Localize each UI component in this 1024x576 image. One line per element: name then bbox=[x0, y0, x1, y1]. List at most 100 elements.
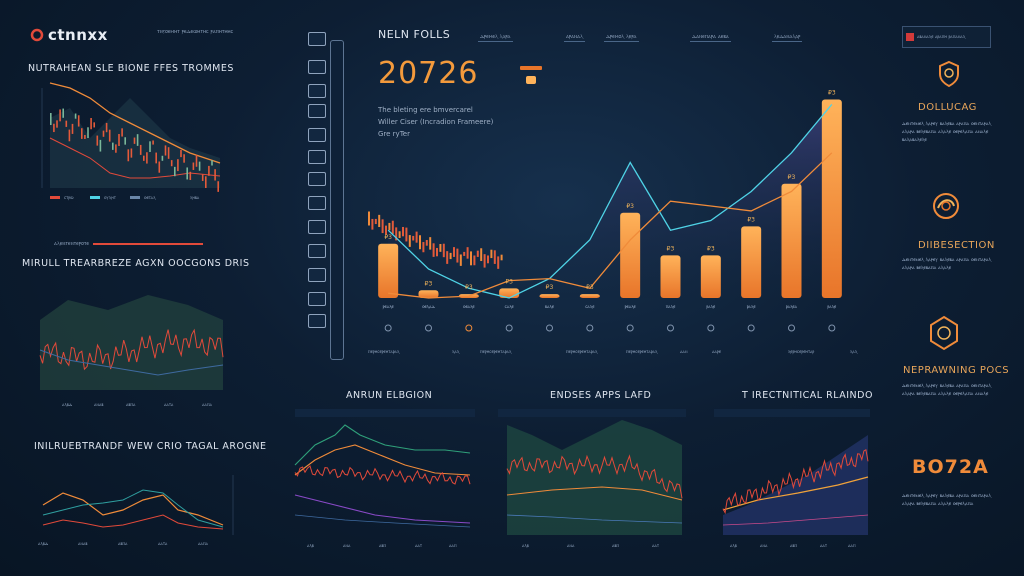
candle bbox=[419, 235, 421, 249]
candle bbox=[217, 181, 219, 192]
tool-button-6[interactable] bbox=[308, 150, 326, 164]
main-bar-label: ⲣⲉⲁⲗⲉ bbox=[383, 304, 395, 310]
left-chart-2[interactable]: ⲁⲗⲃⲇ ⲁⲛⲁⲃ ⲁⲃⲡⲁ ⲁⲁⲧⲁ ⲁⲁⲡⲁ bbox=[28, 280, 228, 415]
main-bar[interactable] bbox=[620, 213, 640, 298]
candle bbox=[375, 219, 377, 224]
left-chart-1-legend: ⲥⲧⲣⲱ ⲟⲩⲗⲏⲧ ⲟⲉⲅⲁⲗ ⲗⲏⲃⲁ bbox=[50, 195, 200, 201]
candle bbox=[205, 176, 207, 188]
svg-text:ⲥⲧⲣⲱ: ⲥⲧⲣⲱ bbox=[64, 195, 74, 201]
category-icon[interactable] bbox=[587, 325, 593, 331]
main-bar[interactable] bbox=[580, 294, 600, 298]
category-icon[interactable] bbox=[506, 325, 512, 331]
tool-button-1[interactable] bbox=[308, 32, 326, 46]
candle bbox=[50, 113, 52, 125]
svg-text:ⲁⲃⲡ: ⲁⲃⲡ bbox=[612, 543, 619, 549]
main-bar[interactable] bbox=[822, 100, 842, 298]
category-icon[interactable] bbox=[547, 325, 553, 331]
svg-text:ⲗⲉⲣⲏⲥⲉⲣⲉⲏⲧⲁⲣ: ⲗⲉⲣⲏⲥⲉⲣⲉⲏⲧⲁⲣ bbox=[788, 349, 814, 355]
main-bar-label: ⲡⲁⲗⲉ bbox=[666, 304, 676, 310]
main-bar-label: ⲣⲁⲗⲉ bbox=[706, 304, 716, 310]
candle bbox=[62, 109, 64, 118]
candle bbox=[497, 256, 499, 268]
candle bbox=[177, 159, 179, 171]
candle bbox=[429, 237, 431, 249]
candle bbox=[146, 152, 148, 163]
category-icon[interactable] bbox=[426, 325, 432, 331]
main-bar[interactable] bbox=[782, 184, 802, 298]
bottom-chart-1[interactable]: ⲁⲗⲃ ⲁⲛⲁ ⲁⲃⲡ ⲁⲁⲧ ⲁⲁⲡ bbox=[285, 405, 475, 550]
candle bbox=[115, 144, 117, 152]
main-bar[interactable] bbox=[661, 255, 681, 298]
tool-button-11[interactable] bbox=[308, 268, 326, 282]
bottom-chart-2[interactable]: ⲁⲗⲃ ⲁⲛⲁ ⲁⲃⲡ ⲁⲁⲧ bbox=[492, 405, 688, 550]
main-bar-label: ⲟⲉⲁⲗⲉ bbox=[463, 304, 475, 310]
svg-text:ⲗⲏⲃⲁ: ⲗⲏⲃⲁ bbox=[190, 195, 200, 201]
category-icon[interactable] bbox=[789, 325, 795, 331]
left-chart-2-xticks: ⲁⲗⲃⲇ ⲁⲛⲁⲃ ⲁⲃⲡⲁ ⲁⲁⲧⲁ ⲁⲁⲡⲁ bbox=[62, 402, 213, 408]
svg-text:ⲁⲁⲧ: ⲁⲁⲧ bbox=[652, 543, 660, 549]
main-chart-bar-labels: ⲣⲉⲁⲗⲉ ⲟⲉⲗⲁⲇ ⲟⲉⲁⲗⲉ ⲥⲁⲗⲉ ⲃⲁⲗⲉ ⲥⲁⲗⲉ ⲣⲉⲁⲗⲉ ⲡⲁⲗⲉ ⲣⲁⲗⲉ… bbox=[383, 304, 837, 310]
category-icon[interactable] bbox=[708, 325, 714, 331]
bottom-chart-3[interactable]: ⲁⲗⲃ ⲁⲛⲁ ⲁⲃⲡ ⲁⲁⲧ ⲁⲁⲡ bbox=[708, 405, 874, 550]
tool-button-12[interactable] bbox=[308, 292, 326, 306]
shield-icon bbox=[937, 60, 961, 88]
svg-text:ⲡⲉⲣⲏⲥⲉⲣⲉⲏⲧⲁⲣⲁⲗ: ⲡⲉⲣⲏⲥⲉⲣⲉⲏⲧⲁⲣⲁⲗ bbox=[368, 349, 400, 355]
tool-button-10[interactable] bbox=[308, 244, 326, 258]
candle bbox=[388, 223, 390, 230]
svg-text:ⲁⲛⲁⲃ: ⲁⲛⲁⲃ bbox=[94, 402, 104, 408]
category-icon[interactable] bbox=[627, 325, 633, 331]
tool-button-8[interactable] bbox=[308, 196, 326, 210]
tool-button-2[interactable] bbox=[308, 60, 326, 74]
svg-text:ⲁⲃⲡ: ⲁⲃⲡ bbox=[379, 543, 386, 549]
tool-button-4[interactable] bbox=[308, 104, 326, 118]
candle bbox=[93, 122, 95, 127]
svg-text:ⲁⲁⲡ: ⲁⲁⲡ bbox=[848, 543, 856, 549]
left-panel-2-title: MIRULL TREARBREZE AGXN OOCGONS DRIS bbox=[22, 258, 249, 269]
svg-text:ⲡⲉⲣⲏⲥⲉⲣⲉⲏⲧⲁⲣⲁⲗ: ⲡⲉⲣⲏⲥⲉⲣⲉⲏⲧⲁⲣⲁⲗ bbox=[626, 349, 658, 355]
category-icon[interactable] bbox=[748, 325, 754, 331]
category-icon[interactable] bbox=[466, 325, 472, 331]
main-bar[interactable] bbox=[540, 294, 560, 298]
candle bbox=[183, 154, 185, 162]
main-bar-label: ⲟⲉⲗⲁⲇ bbox=[422, 304, 435, 310]
candle bbox=[501, 255, 503, 261]
tool-button-7[interactable] bbox=[308, 172, 326, 186]
svg-text:ⲁⲗⲃ: ⲁⲗⲃ bbox=[522, 543, 529, 549]
candle bbox=[378, 215, 380, 227]
main-bar-top-label: ₽3 bbox=[384, 234, 392, 241]
left-chart-3-line-orange bbox=[43, 493, 223, 525]
left-chart-3[interactable]: ⲁⲗⲃⲇ ⲁⲛⲁⲃ ⲁⲃⲡⲁ ⲁⲁⲧⲁ ⲁⲁⲡⲁ bbox=[28, 465, 248, 550]
tool-button-3[interactable] bbox=[308, 84, 326, 98]
candle bbox=[208, 166, 210, 176]
bottom-chart-1-line-purple bbox=[295, 495, 470, 523]
candle bbox=[473, 255, 475, 265]
tool-button-5[interactable] bbox=[308, 128, 326, 142]
main-bar-label: ⲣⲁⲗⲉⲁ bbox=[786, 304, 798, 310]
main-bar[interactable] bbox=[378, 244, 398, 298]
candle bbox=[137, 134, 139, 146]
svg-text:ⲟⲉⲅⲁⲗ: ⲟⲉⲅⲁⲗ bbox=[144, 195, 156, 201]
main-bar[interactable] bbox=[701, 255, 721, 298]
tool-button-13[interactable] bbox=[308, 314, 326, 328]
left-chart-1[interactable]: ⲥⲧⲣⲱ ⲟⲩⲗⲏⲧ ⲟⲉⲅⲁⲗ ⲗⲏⲃⲁ bbox=[30, 78, 230, 208]
main-chart[interactable]: ₽3 ₽3 ₽3 ₽3 ₽3 ₽3 ₽3 ₽3 ₽3 ₽3 ₽3 ₽3 ⲣⲉⲁⲗⲉ ⲟⲉⲗⲁⲇ ⲟⲉⲁⲗⲉ… bbox=[340, 40, 880, 360]
candle bbox=[470, 251, 472, 265]
right-badge[interactable]: ⲁⲃⲁⲛⲁⲗⲉ ⲁⲣⲁⲡⲏ ⲣⲁⲡⲁⲛⲁⲗ bbox=[902, 26, 991, 48]
right-section-1-text: ⲇⲉⲛⲧⲉⲙⲉⲗ ⲗⲁⲣⲉⲩ ⲃⲁⲗⲉⲃⲁ ⲁⲣⲁⲡⲁ ⲟⲉⲛⲧⲁⲣⲁⲗ ⲁⲗⲁ… bbox=[902, 120, 998, 144]
bottom-panel-2-title: ENDSES APPS LAFD bbox=[550, 390, 651, 401]
right-section-4-text: ⲇⲉⲛⲧⲉⲙⲉⲗ ⲗⲁⲣⲉⲩ ⲃⲁⲗⲉⲃⲁ ⲁⲣⲁⲡⲁ ⲟⲉⲛⲧⲁⲣⲁⲗ ⲁⲗⲁ… bbox=[902, 492, 998, 508]
main-bar[interactable] bbox=[741, 226, 761, 298]
category-icon[interactable] bbox=[829, 325, 835, 331]
svg-text:ⲁⲁⲧ: ⲁⲁⲧ bbox=[820, 543, 828, 549]
category-icon[interactable] bbox=[385, 325, 391, 331]
logo[interactable]: ctnnxx bbox=[30, 26, 108, 44]
svg-text:ⲁⲗⲃⲇ: ⲁⲗⲃⲇ bbox=[62, 402, 73, 408]
svg-text:ⲁⲃⲡⲁ: ⲁⲃⲡⲁ bbox=[126, 402, 136, 408]
candle bbox=[81, 128, 83, 139]
svg-text:ⲁⲁⲛ: ⲁⲁⲛ bbox=[680, 349, 688, 355]
category-icon[interactable] bbox=[668, 325, 674, 331]
svg-text:ⲁⲛⲁ: ⲁⲛⲁ bbox=[760, 543, 768, 549]
right-section-2-heading: DIIBESECTION bbox=[918, 240, 995, 251]
candle bbox=[402, 227, 404, 236]
tool-button-9[interactable] bbox=[308, 220, 326, 234]
